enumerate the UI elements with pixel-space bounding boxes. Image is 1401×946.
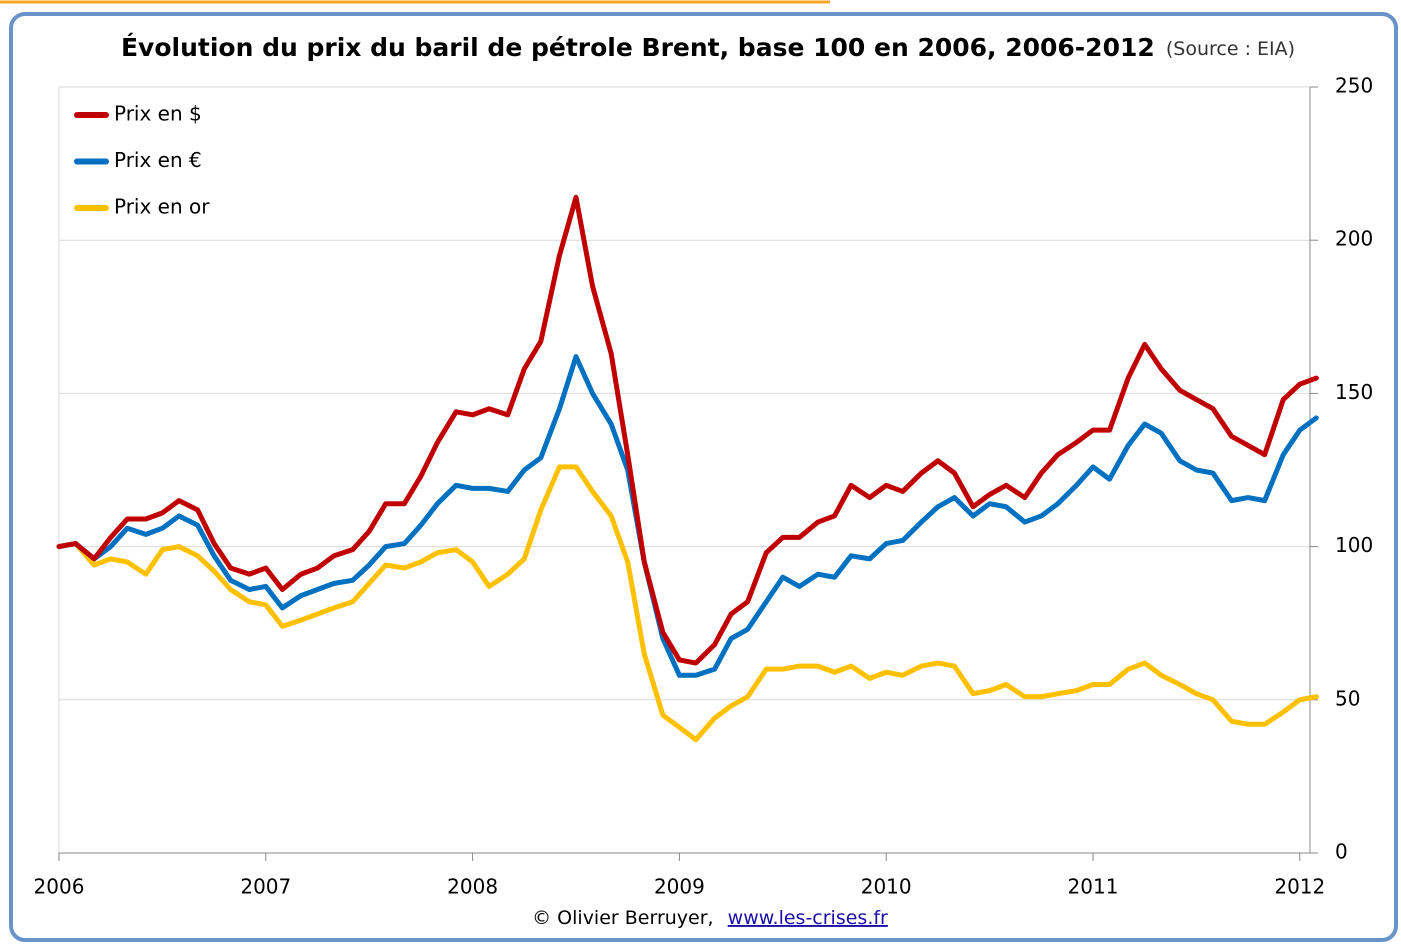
legend-label: Prix en $ xyxy=(114,102,202,126)
x-tick-label: 2008 xyxy=(447,875,498,899)
y-tick-label: 50 xyxy=(1335,686,1360,710)
y-tick-label: 0 xyxy=(1335,840,1348,864)
y-tick-label: 200 xyxy=(1335,227,1373,251)
series-line xyxy=(56,194,1319,666)
x-tick-label: 2011 xyxy=(1068,875,1119,899)
x-tick-label: 2007 xyxy=(240,875,291,899)
chart-title: Évolution du prix du baril de pétrole Br… xyxy=(121,33,1155,62)
chart-subtitle: (Source : EIA) xyxy=(1166,38,1295,60)
series-line xyxy=(56,354,1319,678)
x-tick-label: 2012 xyxy=(1274,875,1325,899)
frame xyxy=(9,12,1398,942)
y-tick-label: 250 xyxy=(1335,74,1373,98)
series-line xyxy=(56,464,1319,743)
y-tick-label: 150 xyxy=(1335,380,1373,404)
x-tick-label: 2006 xyxy=(34,875,85,899)
footer: © Olivier Berruyer, www.les-crises.fr xyxy=(532,907,888,929)
x-tick-label: 2010 xyxy=(861,875,912,899)
title-group: Évolution du prix du baril de pétrole Br… xyxy=(121,33,1295,62)
legend-label: Prix en € xyxy=(114,148,202,172)
credit: © Olivier Berruyer, xyxy=(532,907,713,929)
x-tick-label: 2009 xyxy=(654,875,705,899)
y-tick-label: 100 xyxy=(1335,533,1373,557)
legend-label: Prix en or xyxy=(114,195,210,219)
link[interactable]: www.les-crises.fr xyxy=(728,907,888,929)
